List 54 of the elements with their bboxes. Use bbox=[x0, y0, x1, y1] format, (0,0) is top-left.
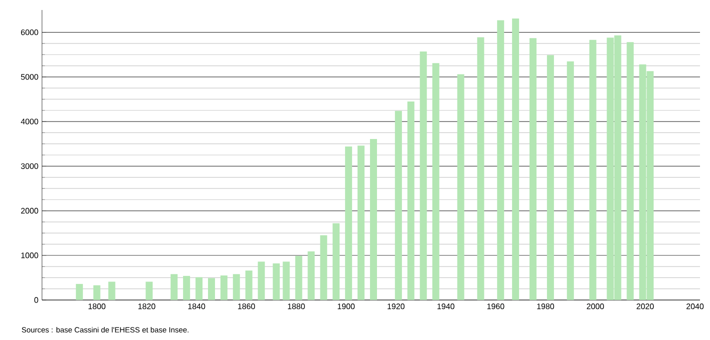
bar bbox=[477, 37, 484, 300]
bar bbox=[332, 223, 340, 300]
x-tick-label: 1840 bbox=[188, 304, 206, 310]
y-tick-label: 3000 bbox=[20, 163, 38, 169]
bar bbox=[183, 276, 190, 300]
x-tick-label: 1860 bbox=[238, 304, 255, 310]
bar bbox=[566, 61, 574, 300]
bar bbox=[589, 40, 596, 300]
bar bbox=[626, 42, 634, 300]
x-tick-label: 2020 bbox=[636, 304, 654, 310]
y-tick-label: 6000 bbox=[21, 29, 38, 36]
x-tick-label: 1960 bbox=[487, 304, 504, 310]
bar bbox=[308, 251, 315, 300]
bar bbox=[370, 138, 377, 300]
bar bbox=[345, 146, 352, 300]
bar bbox=[432, 63, 440, 300]
bar bbox=[407, 101, 414, 300]
x-tick-label: 1900 bbox=[338, 304, 355, 310]
bar bbox=[208, 278, 215, 300]
bar bbox=[93, 285, 100, 300]
bar bbox=[272, 263, 280, 300]
bar bbox=[497, 20, 504, 300]
bar bbox=[232, 274, 240, 300]
bar bbox=[220, 275, 228, 300]
bar bbox=[108, 282, 116, 300]
x-tick-label: 1820 bbox=[138, 304, 156, 310]
bar bbox=[358, 146, 365, 300]
x-tick-label: 1980 bbox=[537, 304, 554, 310]
x-tick-label: 2040 bbox=[686, 304, 704, 310]
bar bbox=[420, 51, 427, 300]
bar bbox=[530, 38, 537, 300]
bar bbox=[258, 262, 265, 300]
bar bbox=[295, 256, 302, 300]
y-tick-label: 1000 bbox=[21, 252, 38, 258]
bar bbox=[146, 282, 153, 300]
bar bbox=[546, 55, 554, 300]
x-tick-label: 1920 bbox=[388, 304, 405, 310]
bar bbox=[320, 235, 328, 300]
x-tick-label: 1800 bbox=[88, 304, 106, 310]
bar bbox=[245, 270, 252, 300]
bar bbox=[394, 110, 402, 300]
y-tick-label: 5000 bbox=[21, 74, 38, 80]
y-tick-label: 0 bbox=[34, 297, 38, 303]
bar bbox=[457, 74, 464, 300]
x-tick-label: 2000 bbox=[586, 304, 604, 310]
x-tick-label: 1880 bbox=[288, 304, 305, 310]
bar bbox=[170, 274, 178, 300]
bar bbox=[512, 18, 520, 300]
y-tick-label: 4000 bbox=[20, 118, 38, 124]
y-tick-label: 2000 bbox=[21, 208, 38, 214]
bar bbox=[282, 262, 290, 300]
x-tick-label: 1940 bbox=[437, 304, 454, 310]
bar bbox=[196, 277, 203, 300]
bar bbox=[76, 284, 83, 300]
